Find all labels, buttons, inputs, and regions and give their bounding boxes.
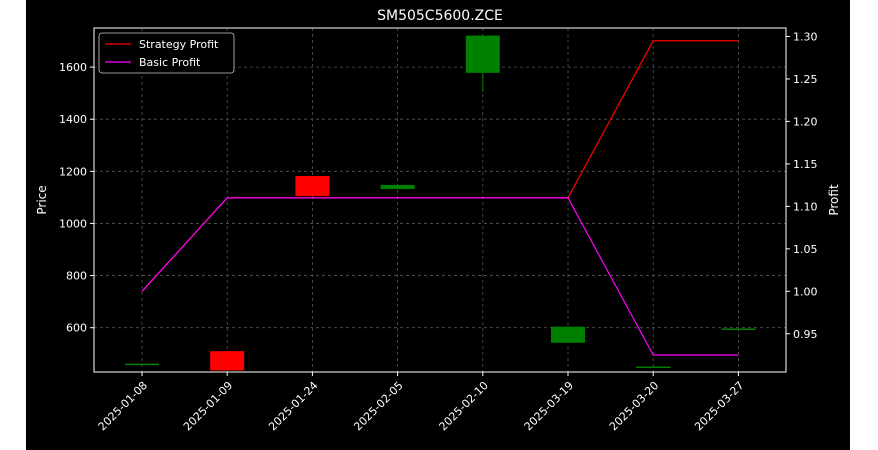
candle-body xyxy=(465,35,500,73)
series-line-strategy-profit xyxy=(141,40,739,292)
x-tick-label: 2025-03-27 xyxy=(692,379,746,433)
right-y-axis-label: Profit xyxy=(827,184,841,216)
chart-svg: SM505C5600.ZCE 2025-01-08 2025-01-09 2025-… xyxy=(35,8,841,433)
candle-body xyxy=(380,184,415,190)
profit-lines-layer xyxy=(141,40,739,356)
right-y-tick-label: 1.20 xyxy=(793,115,818,128)
plot-frame xyxy=(93,27,787,373)
grid-lines xyxy=(94,28,786,372)
legend: Strategy Profit Basic Profit xyxy=(98,32,235,74)
x-tick-label: 2025-01-08 xyxy=(96,379,150,433)
right-y-tick-label: 1.10 xyxy=(793,200,818,213)
candles-layer xyxy=(125,35,756,371)
x-tick-label: 2025-01-24 xyxy=(266,379,320,433)
right-y-tick-label: 1.05 xyxy=(793,243,818,256)
left-y-tick-label: 1600 xyxy=(59,61,87,74)
right-y-axis: 0.95 1.00 1.05 1.10 1.15 1.20 1.25 1.30 xyxy=(786,30,818,341)
candle-body xyxy=(551,326,585,343)
left-y-tick-label: 1400 xyxy=(59,113,87,126)
candle-body xyxy=(210,351,245,371)
candle-body xyxy=(721,328,756,330)
series-line-basic-profit xyxy=(141,197,739,356)
candle-body xyxy=(636,366,671,369)
right-y-tick-label: 0.95 xyxy=(793,328,818,341)
left-y-axis-label: Price xyxy=(35,185,49,214)
x-axis: 2025-01-08 2025-01-09 2025-01-24 2025-02-05… xyxy=(96,372,747,433)
left-y-tick-label: 600 xyxy=(66,322,87,335)
left-y-tick-label: 1000 xyxy=(59,217,87,230)
right-y-tick-label: 1.30 xyxy=(793,30,818,43)
legend-label: Strategy Profit xyxy=(139,38,219,51)
x-tick-label: 2025-01-09 xyxy=(181,379,235,433)
left-y-tick-label: 1200 xyxy=(59,165,87,178)
legend-box xyxy=(98,32,235,74)
x-tick-label: 2025-03-20 xyxy=(607,379,661,433)
chart-title: SM505C5600.ZCE xyxy=(377,8,503,24)
x-tick-label: 2025-03-19 xyxy=(522,379,576,433)
chart-figure: SM505C5600.ZCE 2025-01-08 2025-01-09 2025-… xyxy=(26,0,850,450)
left-y-axis: 600 800 1000 1200 1400 1600 xyxy=(59,61,94,335)
right-y-tick-label: 1.00 xyxy=(793,285,818,298)
x-tick-label: 2025-02-05 xyxy=(351,379,405,433)
right-y-tick-label: 1.15 xyxy=(793,158,818,171)
left-y-tick-label: 800 xyxy=(66,270,87,283)
legend-label: Basic Profit xyxy=(139,56,201,69)
x-tick-label: 2025-02-10 xyxy=(437,379,491,433)
right-y-tick-label: 1.25 xyxy=(793,73,818,86)
candle-body xyxy=(295,176,330,197)
candle-body xyxy=(125,363,159,366)
